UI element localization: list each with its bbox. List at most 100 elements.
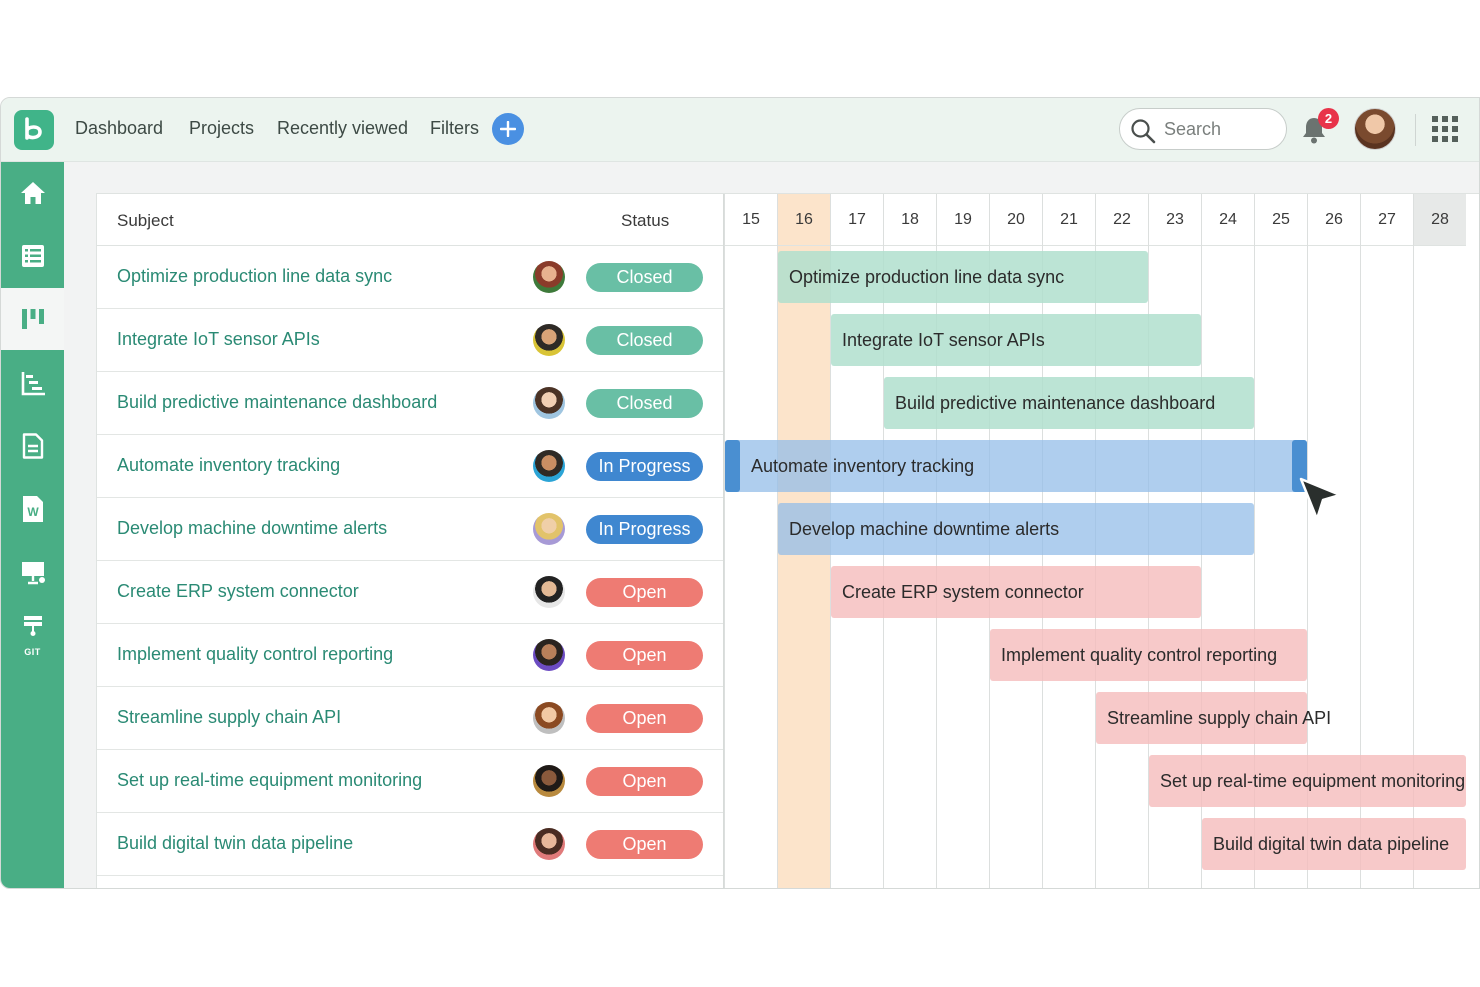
day-header: 22 [1096, 194, 1148, 246]
gantt-bar-label: Set up real-time equipment monitoring [1160, 770, 1466, 791]
day-header: 16 [778, 194, 830, 246]
sidebar-item-list[interactable] [1, 225, 64, 287]
table-row[interactable]: Build predictive maintenance dashboard Cl… [97, 372, 724, 435]
table-row[interactable]: Optimize production line data sync Closed [97, 246, 724, 309]
gantt-bar-label: Build predictive maintenance dashboard [895, 392, 1216, 413]
assignee-avatar[interactable] [533, 576, 565, 608]
search-input[interactable] [1164, 117, 1280, 141]
sidebar-item-word[interactable]: W [1, 478, 64, 540]
table-row[interactable]: Build digital twin data pipeline Open [97, 813, 724, 876]
top-bar: Dashboard Projects Recently viewed Filte… [1, 98, 1479, 162]
subject-column-header[interactable]: Subject [117, 211, 174, 230]
table-row[interactable]: Implement quality control reporting Open [97, 624, 724, 687]
gantt-bar[interactable]: Streamline supply chain API [1096, 692, 1331, 744]
user-avatar[interactable] [1354, 108, 1396, 150]
day-column: 15 [724, 194, 777, 888]
apps-grid-icon[interactable] [1432, 116, 1458, 142]
search-box[interactable] [1119, 108, 1287, 150]
day-header: 17 [831, 194, 883, 246]
app-logo[interactable] [14, 110, 54, 150]
day-header: 26 [1308, 194, 1360, 246]
gantt-bar[interactable]: Build digital twin data pipeline [1202, 818, 1466, 870]
assignee-avatar[interactable] [533, 387, 565, 419]
task-subject-link[interactable]: Integrate IoT sensor APIs [117, 329, 320, 349]
status-badge[interactable]: Open [586, 704, 703, 733]
gantt-bar-label: Automate inventory tracking [751, 455, 975, 476]
day-header: 24 [1202, 194, 1254, 246]
status-badge[interactable]: Open [586, 578, 703, 607]
gantt-bar-label: Streamline supply chain API [1107, 707, 1332, 728]
day-header: 23 [1149, 194, 1201, 246]
add-button[interactable] [492, 113, 524, 145]
nav-filters[interactable]: Filters [430, 118, 479, 138]
assignee-avatar[interactable] [533, 828, 565, 860]
status-badge[interactable]: Open [586, 641, 703, 670]
table-row[interactable]: Create ERP system connector Open [97, 561, 724, 624]
table-row[interactable]: Automate inventory tracking In Progress [97, 435, 724, 498]
nav-projects[interactable]: Projects [189, 118, 255, 138]
logo-icon [25, 117, 42, 140]
assignee-avatar[interactable] [533, 702, 565, 734]
sidebar-item-git[interactable] [1, 602, 64, 664]
svg-text:W: W [27, 505, 39, 519]
sidebar-item-presentation[interactable] [1, 541, 64, 603]
status-badge[interactable]: Closed [586, 389, 703, 418]
day-header: 19 [937, 194, 989, 246]
status-badge[interactable]: Open [586, 767, 703, 796]
mouse-pointer-icon [1299, 477, 1342, 521]
table-row[interactable]: Streamline supply chain API Open [97, 687, 724, 750]
gantt-bar[interactable]: Optimize production line data sync [778, 251, 1148, 303]
gantt-bar[interactable]: Create ERP system connector [831, 566, 1201, 618]
nav-dashboard[interactable]: Dashboard [75, 118, 164, 138]
status-column-header[interactable]: Status [621, 211, 670, 230]
task-subject-link[interactable]: Build predictive maintenance dashboard [117, 392, 438, 412]
table-row[interactable]: Integrate IoT sensor APIs Closed [97, 309, 724, 372]
nav-recently-viewed[interactable]: Recently viewed [277, 118, 409, 138]
status-badge[interactable]: In Progress [586, 515, 703, 544]
app-window: Dashboard Projects Recently viewed Filte… [0, 97, 1480, 889]
gantt-bar[interactable]: Build predictive maintenance dashboard [884, 377, 1254, 429]
task-subject-link[interactable]: Set up real-time equipment monitoring [117, 770, 423, 790]
gantt-bar[interactable]: Integrate IoT sensor APIs [831, 314, 1201, 366]
gantt-bar[interactable]: Implement quality control reporting [990, 629, 1307, 681]
assignee-avatar[interactable] [533, 765, 565, 797]
git-icon [23, 616, 42, 636]
gantt-bar-label: Build digital twin data pipeline [1213, 833, 1450, 854]
status-badge[interactable]: Closed [586, 326, 703, 355]
task-subject-link[interactable]: Build digital twin data pipeline [117, 833, 354, 853]
assignee-avatar[interactable] [533, 261, 565, 293]
status-badge[interactable]: In Progress [586, 452, 703, 481]
day-header: 18 [884, 194, 936, 246]
assignee-avatar[interactable] [533, 450, 565, 482]
sidebar-item-board[interactable] [1, 288, 64, 350]
list-icon [21, 245, 44, 267]
list-divider [723, 194, 724, 888]
document-icon [22, 433, 43, 459]
gantt-bar[interactable]: Automate inventory tracking [725, 440, 1307, 492]
task-subject-link[interactable]: Implement quality control reporting [117, 644, 394, 664]
table-row[interactable]: Set up real-time equipment monitoring Ope… [97, 750, 724, 813]
task-subject-link[interactable]: Create ERP system connector [117, 581, 359, 601]
assignee-avatar[interactable] [533, 513, 565, 545]
assignee-avatar[interactable] [533, 639, 565, 671]
task-subject-link[interactable]: Streamline supply chain API [117, 707, 342, 727]
gantt-bar[interactable]: Develop machine downtime alerts [778, 503, 1254, 555]
status-badge[interactable]: Open [586, 830, 703, 859]
sidebar-item-gantt[interactable] [1, 352, 64, 414]
table-row[interactable]: Develop machine downtime alerts In Progre… [97, 498, 724, 561]
task-subject-link[interactable]: Automate inventory tracking [117, 455, 341, 475]
status-badge[interactable]: Closed [586, 263, 703, 292]
search-icon [1131, 119, 1156, 144]
resize-handle-left[interactable] [725, 440, 740, 492]
assignee-avatar[interactable] [533, 324, 565, 356]
gantt-bar[interactable]: Set up real-time equipment monitoring [1149, 755, 1466, 807]
sidebar-item-documents[interactable] [1, 415, 64, 477]
task-subject-link[interactable]: Optimize production line data sync [117, 266, 393, 286]
sidebar: W GIT [1, 162, 64, 888]
gantt-chart: 15 16 17 18 19 20 21 22 23 24 25 26 27 28 Optimize pro… [724, 194, 1479, 888]
home-icon [20, 182, 45, 204]
gantt-bar-label: Develop machine downtime alerts [789, 518, 1060, 539]
sidebar-item-home[interactable] [1, 162, 64, 224]
day-header: 21 [1043, 194, 1095, 246]
task-subject-link[interactable]: Develop machine downtime alerts [117, 518, 388, 538]
